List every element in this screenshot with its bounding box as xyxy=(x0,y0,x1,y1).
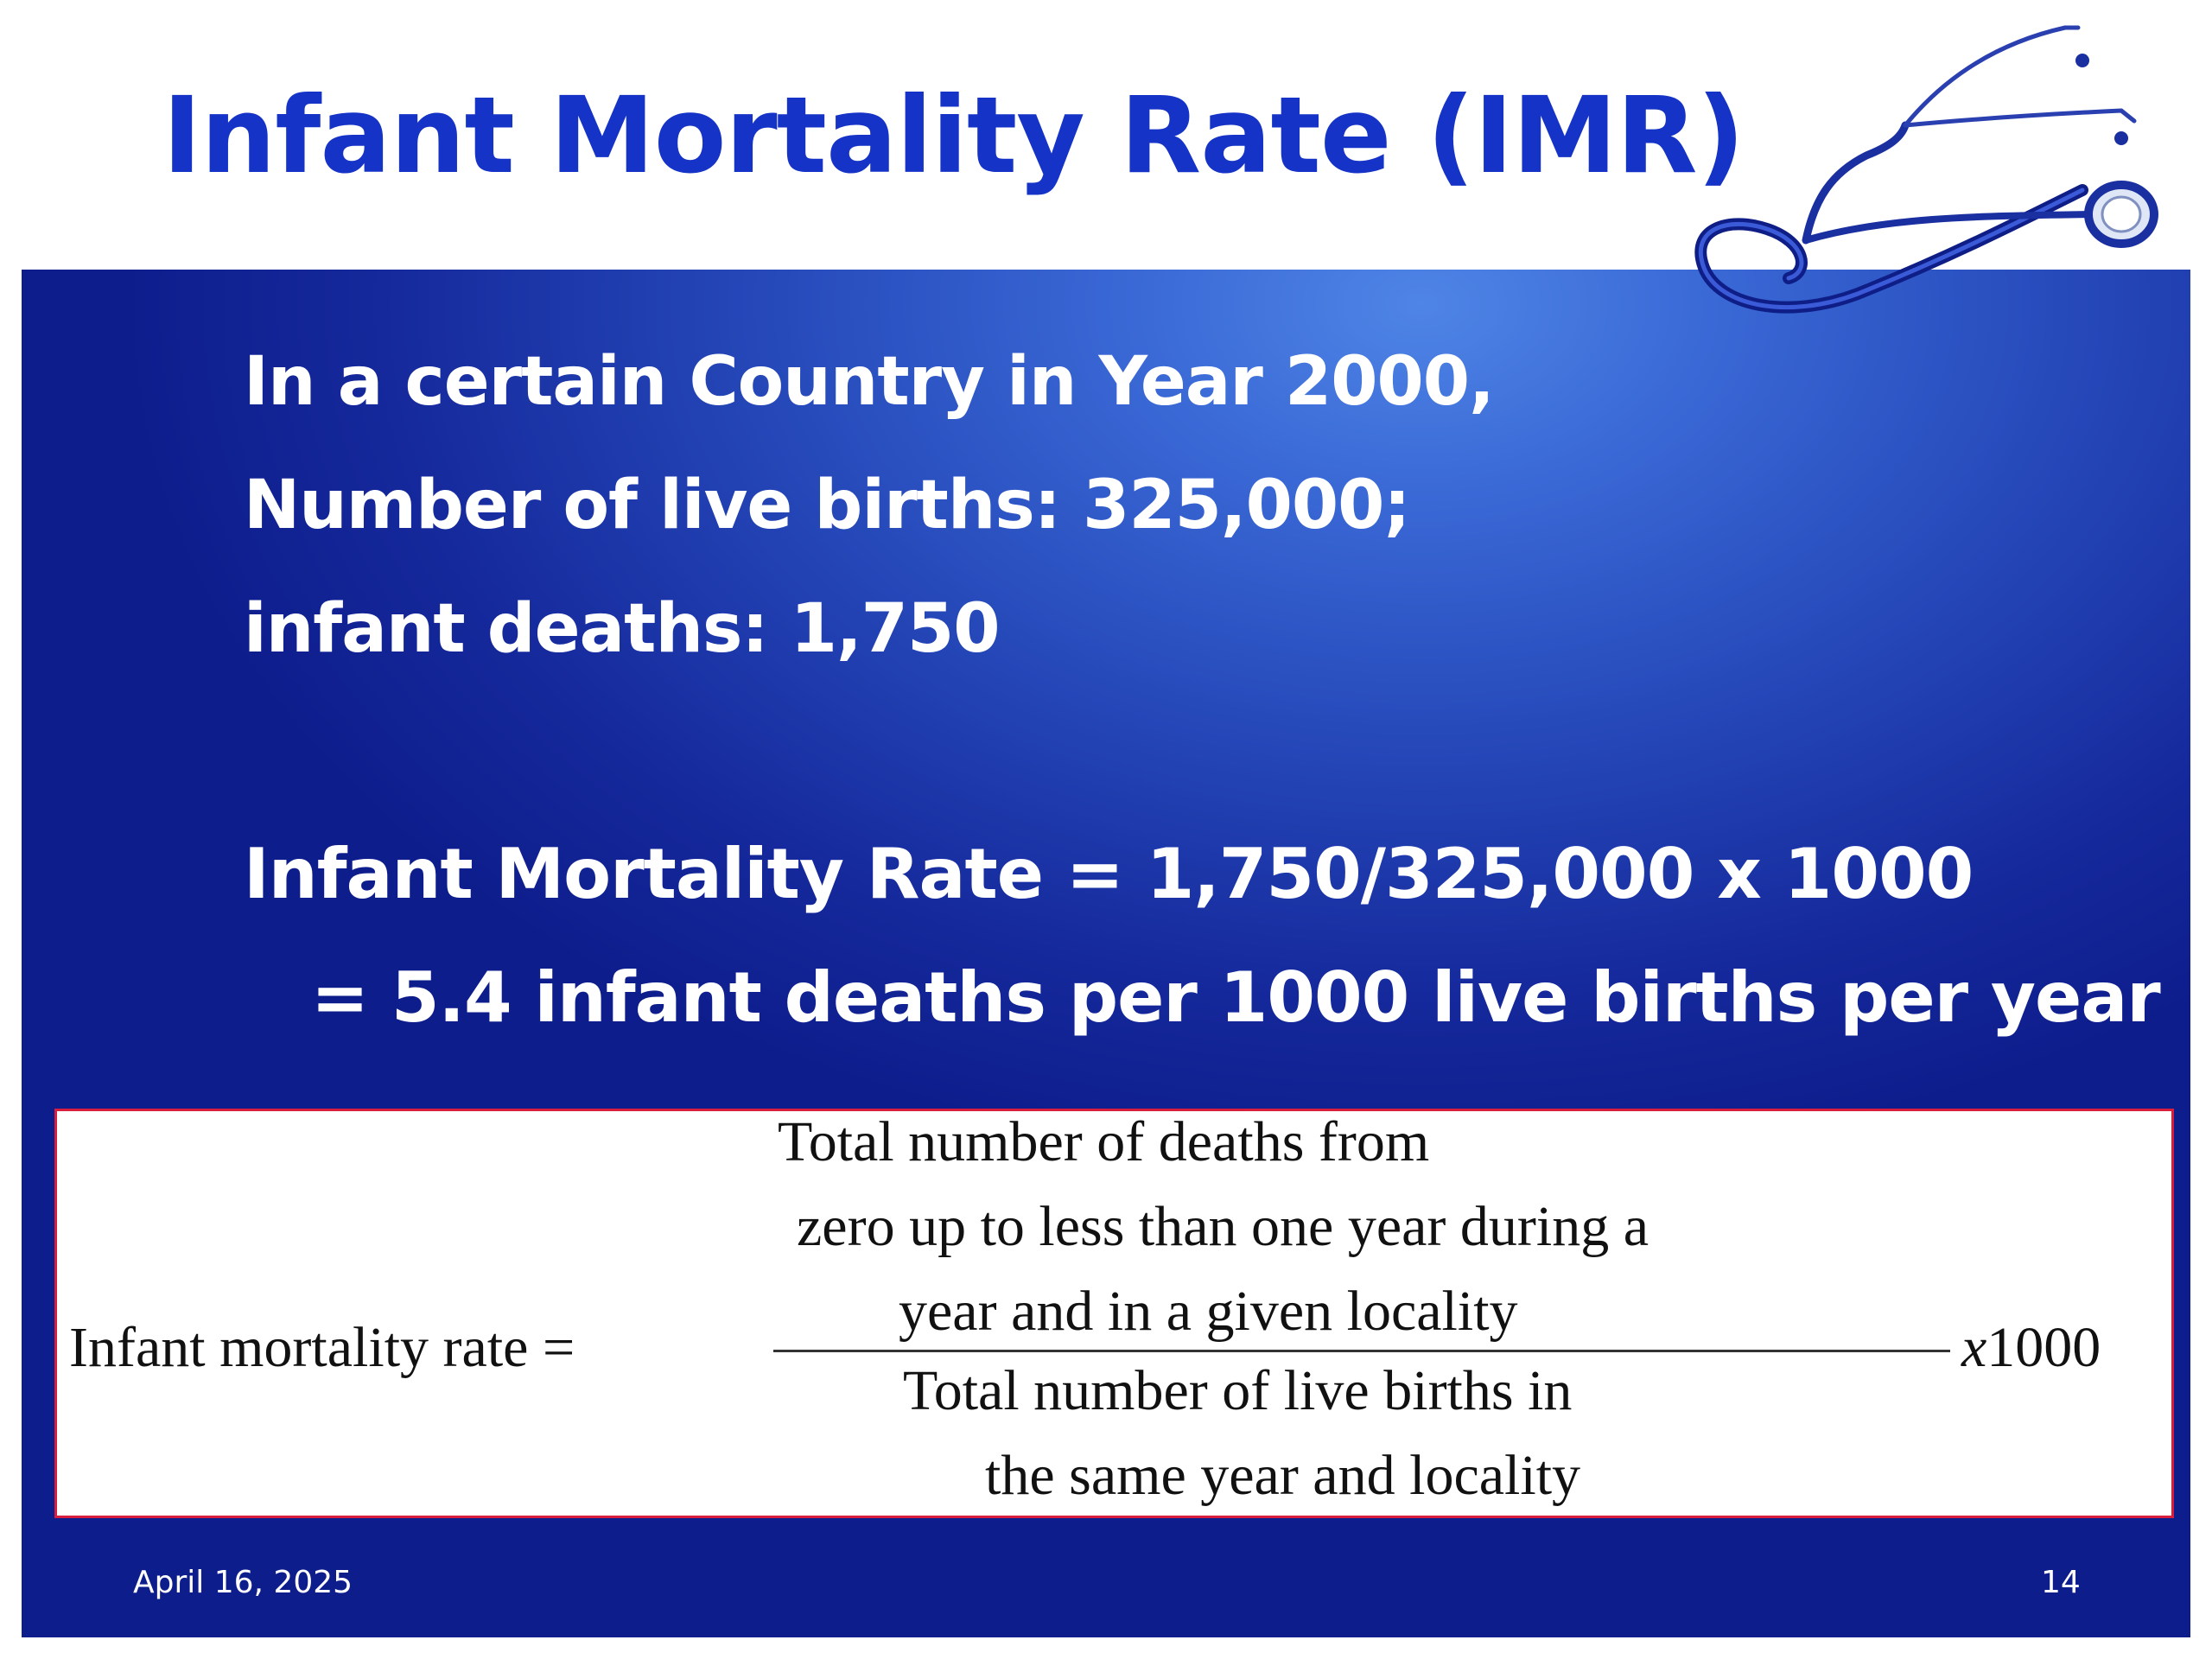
fraction-bar xyxy=(773,1350,1950,1352)
result-line: = 5.4 infant deaths per 1000 live births… xyxy=(311,957,2161,1038)
calculation-line: Infant Mortality Rate = 1,750/325,000 x … xyxy=(244,834,1974,914)
formula-numerator-line: zero up to less than one year during a xyxy=(797,1195,1649,1258)
formula-denominator-line: Total number of live births in xyxy=(903,1359,1573,1422)
formula-numerator-line: year and in a given locality xyxy=(899,1280,1518,1343)
formula-box xyxy=(54,1109,2174,1518)
formula-multiplier: x1000 xyxy=(1961,1313,2101,1382)
infant-deaths-line: infant deaths: 1,750 xyxy=(244,590,1000,668)
formula-denominator-line: the same year and locality xyxy=(985,1444,1581,1507)
scenario-line: In a certain Country in Year 2000, xyxy=(244,343,1495,421)
stethoscope-icon xyxy=(1694,25,2158,314)
formula-lhs: Infant mortality rate = xyxy=(69,1316,575,1379)
page-number: 14 xyxy=(2041,1565,2081,1600)
multiplier-symbol: x xyxy=(1961,1316,1987,1379)
live-births-line: Number of live births: 325,000; xyxy=(244,467,1411,544)
slide-title: Infant Mortality Rate (IMR) xyxy=(162,74,1745,197)
multiplier-value: 1000 xyxy=(1986,1316,2101,1379)
formula-numerator-line: Total number of deaths from xyxy=(778,1110,1430,1173)
footer-date: April 16, 2025 xyxy=(133,1565,353,1600)
